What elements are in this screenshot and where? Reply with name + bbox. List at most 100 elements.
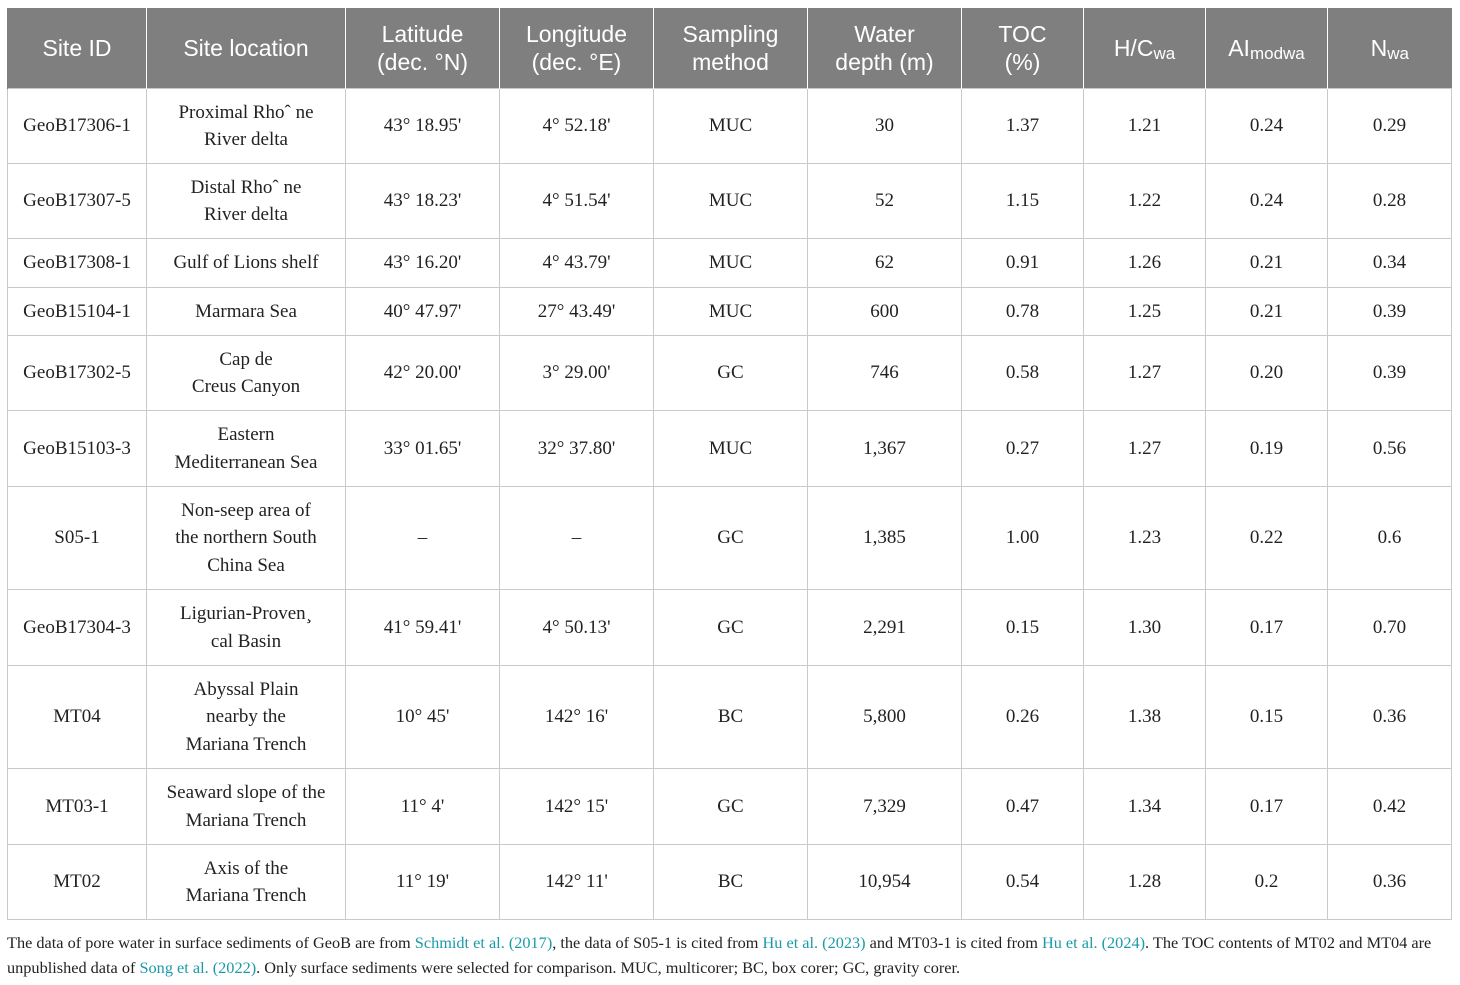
column-header-text: (dec. °N): [377, 49, 468, 75]
table-cell: 0.2: [1205, 844, 1328, 920]
table-cell: 1.26: [1083, 238, 1206, 288]
table-cell: 0.21: [1205, 238, 1328, 288]
table-footnote: The data of pore water in surface sedime…: [7, 930, 1457, 980]
table-cell: 2,291: [807, 589, 962, 666]
table-cell: –: [499, 486, 654, 590]
table-cell: 1,385: [807, 486, 962, 590]
footnote-text: . Only surface sediments were selected f…: [256, 958, 961, 977]
table-cell: Abyssal Plain nearby the Mariana Trench: [146, 665, 346, 769]
table-cell: 0.6: [1327, 486, 1452, 590]
table-cell: 0.29: [1327, 88, 1452, 164]
table-cell: 7,329: [807, 768, 962, 845]
table-cell: 11° 4': [345, 768, 500, 845]
table-cell: 0.21: [1205, 287, 1328, 336]
table-cell: 4° 51.54': [499, 163, 654, 239]
footnote-text: , the data of S05-1 is cited from: [552, 933, 763, 952]
column-header-text: AI: [1228, 35, 1250, 61]
table-cell: Marmara Sea: [146, 287, 346, 336]
column-header-text: method: [692, 49, 769, 75]
table-cell: 0.15: [961, 589, 1084, 666]
table-cell: 0.20: [1205, 335, 1328, 411]
table-row: MT03-1 Seaward slope of the Mariana Trenc…: [7, 768, 1452, 845]
table-cell: 1.37: [961, 88, 1084, 164]
table-cell: 0.26: [961, 665, 1084, 769]
table-cell: 0.39: [1327, 287, 1452, 336]
citation-link[interactable]: Schmidt et al. (2017): [414, 933, 553, 952]
table-row: GeoB15104-1 Marmara Sea 40° 47.97' 27° 43.4…: [7, 287, 1452, 336]
table-cell: 0.56: [1327, 410, 1452, 487]
table-cell: –: [345, 486, 500, 590]
column-header-text: Water: [854, 21, 915, 47]
column-header-text: Longitude: [525, 21, 628, 47]
citation-link[interactable]: Song et al. (2022): [139, 958, 257, 977]
column-header: Nwa: [1327, 8, 1452, 89]
table-cell: 0.78: [961, 287, 1084, 336]
table-cell: 40° 47.97': [345, 287, 500, 336]
table-cell: 0.58: [961, 335, 1084, 411]
table-cell: 600: [807, 287, 962, 336]
table-cell: GeoB17302-5: [7, 335, 147, 411]
citation-link[interactable]: Hu et al. (2023): [762, 933, 866, 952]
citation-link[interactable]: Hu et al. (2024): [1041, 933, 1146, 952]
table-cell: BC: [653, 844, 808, 920]
table-row: GeoB17304-3 Ligurian-Proven¸ cal Basin 41°…: [7, 589, 1452, 666]
table-cell: 1.25: [1083, 287, 1206, 336]
table-cell: GeoB17307-5: [7, 163, 147, 239]
column-header: Sampling method: [653, 8, 808, 89]
table-cell: MUC: [653, 88, 808, 164]
column-header: Longitude (dec. °E): [499, 8, 654, 89]
footnote-text: . The TOC contents of MT02 and MT04 are …: [7, 933, 1432, 977]
table-cell: 0.42: [1327, 768, 1452, 845]
table-cell: 1.21: [1083, 88, 1206, 164]
table-row: MT04 Abyssal Plain nearby the Mariana Tre…: [7, 665, 1452, 769]
table-cell: MT03-1: [7, 768, 147, 845]
column-header-text: TOC: [998, 21, 1047, 47]
column-header-text: N: [1370, 35, 1388, 61]
table-cell: GeoB17308-1: [7, 238, 147, 288]
table-cell: 0.24: [1205, 163, 1328, 239]
table-cell: 0.27: [961, 410, 1084, 487]
table-cell: 1.15: [961, 163, 1084, 239]
table-row: GeoB17306-1 Proximal Rhoˆ ne River delta 4…: [7, 88, 1452, 164]
column-header-subscript: modwa: [1249, 44, 1305, 63]
column-header: TOC (%): [961, 8, 1084, 89]
table-row: GeoB17307-5 Distal Rhoˆ ne River delta 43°…: [7, 163, 1452, 239]
column-header-text: Sampling: [682, 21, 779, 47]
table-row: S05-1 Non-seep area of the northern South…: [7, 486, 1452, 590]
table-cell: 0.34: [1327, 238, 1452, 288]
table-cell: 0.36: [1327, 665, 1452, 769]
table-cell: Cap de Creus Canyon: [146, 335, 346, 411]
table-cell: GC: [653, 768, 808, 845]
table-cell: 5,800: [807, 665, 962, 769]
table-cell: BC: [653, 665, 808, 769]
table-cell: MT04: [7, 665, 147, 769]
table-cell: 4° 50.13': [499, 589, 654, 666]
table-cell: Axis of the Mariana Trench: [146, 844, 346, 920]
table-cell: S05-1: [7, 486, 147, 590]
table-cell: 1.28: [1083, 844, 1206, 920]
table-cell: 62: [807, 238, 962, 288]
column-header-subscript: wa: [1387, 44, 1409, 63]
table-header: Site ID Site location Latitude (dec. °N) Lon…: [7, 8, 1452, 89]
table-cell: GeoB17306-1: [7, 88, 147, 164]
column-header: Water depth (m): [807, 8, 962, 89]
table-row: MT02 Axis of the Mariana Trench 11° 19' 142…: [7, 844, 1452, 920]
column-header: Site location: [146, 8, 346, 89]
table-cell: MUC: [653, 238, 808, 288]
table-cell: GC: [653, 589, 808, 666]
table-cell: 43° 18.23': [345, 163, 500, 239]
table-cell: 0.47: [961, 768, 1084, 845]
footnote-text: The data of pore water in surface sedime…: [7, 933, 415, 952]
table-cell: 142° 11': [499, 844, 654, 920]
column-header: AImodwa: [1205, 8, 1328, 89]
table-body: GeoB17306-1 Proximal Rhoˆ ne River delta 4…: [7, 88, 1452, 920]
table-cell: 746: [807, 335, 962, 411]
table-cell: Distal Rhoˆ ne River delta: [146, 163, 346, 239]
table-cell: 10° 45': [345, 665, 500, 769]
table-cell: GeoB15104-1: [7, 287, 147, 336]
column-header-text: (dec. °E): [531, 49, 622, 75]
table-cell: MUC: [653, 410, 808, 487]
column-header-subscript: wa: [1153, 44, 1176, 63]
table-cell: Proximal Rhoˆ ne River delta: [146, 88, 346, 164]
table-cell: 0.28: [1327, 163, 1452, 239]
